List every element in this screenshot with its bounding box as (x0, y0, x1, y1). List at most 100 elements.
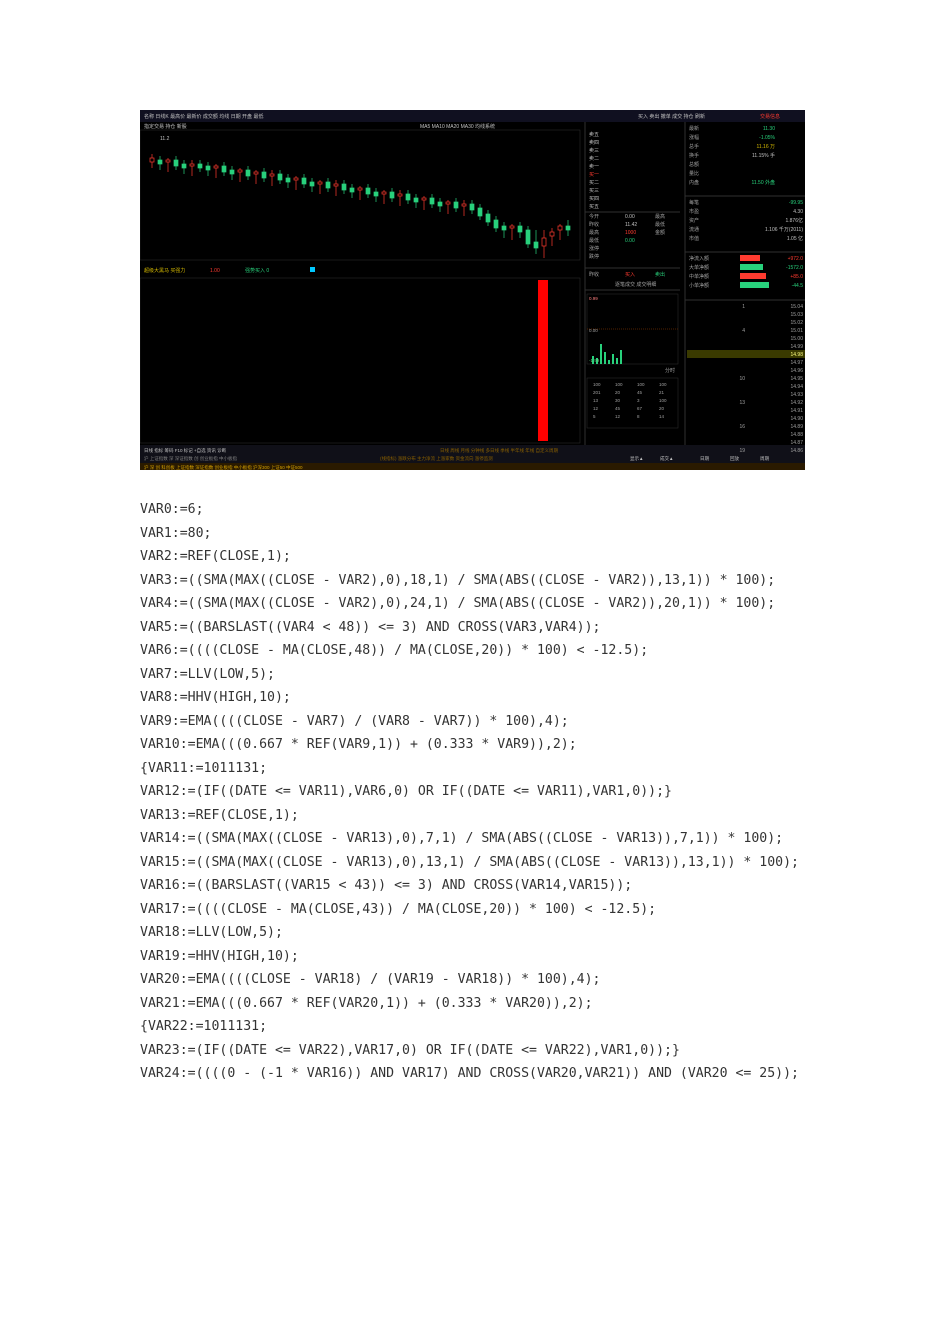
svg-text:1.05 亿: 1.05 亿 (787, 235, 803, 242)
svg-text:最高: 最高 (589, 229, 599, 236)
svg-text:买入 卖出 撤单 成交 持仓 刷新: 买入 卖出 撤单 成交 持仓 刷新 (638, 113, 705, 120)
svg-text:15.01: 15.01 (790, 328, 803, 334)
svg-text:卖五: 卖五 (589, 132, 599, 138)
svg-text:显示▲: 显示▲ (630, 456, 643, 461)
svg-text:14.94: 14.94 (790, 384, 803, 390)
svg-text:11.30: 11.30 (763, 126, 775, 132)
svg-text:1.00: 1.00 (210, 268, 220, 274)
svg-text:涨停: 涨停 (589, 245, 599, 252)
svg-text:市盈: 市盈 (689, 208, 699, 215)
svg-text:12: 12 (615, 414, 621, 419)
svg-text:201: 201 (593, 390, 601, 395)
code-line: VAR7:=LLV(LOW,5); (140, 663, 805, 687)
svg-text:卖二: 卖二 (589, 156, 599, 162)
svg-text:14.98: 14.98 (790, 352, 803, 358)
code-line: VAR17:=((((CLOSE - MA(CLOSE,43)) / MA(CL… (140, 898, 805, 922)
svg-text:每笔: 每笔 (689, 199, 699, 206)
svg-text:中单净额: 中单净额 (689, 273, 709, 280)
code-line: VAR18:=LLV(LOW,5); (140, 921, 805, 945)
code-line: VAR3:=((SMA(MAX((CLOSE - VAR2),0),18,1) … (140, 569, 805, 593)
svg-text:-1572.0: -1572.0 (786, 265, 803, 271)
svg-text:100: 100 (659, 398, 667, 403)
svg-text:0.00: 0.00 (589, 328, 598, 333)
svg-text:最高: 最高 (655, 213, 665, 220)
svg-text:日线 周线 月线 分钟线 多日线 季线 半年线: 日线 周线 月线 分钟线 多日线 季线 半年线 年线 自定义周期 (440, 447, 558, 454)
svg-text:15.04: 15.04 (790, 304, 803, 310)
svg-text:强势买入 0: 强势买入 0 (245, 267, 269, 274)
svg-text:市值: 市值 (689, 235, 699, 242)
svg-text:总手: 总手 (689, 143, 699, 150)
svg-text:买入: 买入 (625, 271, 635, 278)
svg-text:12: 12 (593, 406, 599, 411)
svg-text:14.99: 14.99 (790, 344, 803, 350)
svg-text:14.87: 14.87 (790, 440, 803, 446)
svg-text:最新: 最新 (689, 125, 699, 132)
svg-text:14.91: 14.91 (790, 408, 803, 414)
svg-text:总额: 总额 (689, 161, 699, 168)
svg-text:+85.0: +85.0 (790, 274, 803, 280)
code-line: VAR20:=EMA((((CLOSE - VAR18) / (VAR19 - … (140, 968, 805, 992)
svg-text:指定交易 持仓 新股: 指定交易 持仓 新股 (144, 123, 187, 130)
svg-text:67: 67 (637, 406, 643, 411)
code-line: VAR24:=((((0 - (-1 * VAR16)) AND VAR17) … (140, 1062, 805, 1086)
svg-text:跌停: 跌停 (589, 253, 599, 260)
svg-text:成交▲: 成交▲ (660, 455, 673, 462)
svg-text:4.30: 4.30 (793, 209, 803, 215)
svg-text:4: 4 (742, 328, 745, 334)
code-line: VAR9:=EMA((((CLOSE - VAR7) / (VAR8 - VAR… (140, 710, 805, 734)
svg-text:100: 100 (593, 382, 601, 387)
svg-text:-1.05%: -1.05% (759, 135, 775, 141)
svg-text:卖四: 卖四 (589, 140, 599, 146)
code-line: VAR19:=HHV(HIGH,10); (140, 945, 805, 969)
svg-text:+972.0: +972.0 (788, 256, 804, 262)
code-line: VAR5:=((BARSLAST((VAR4 < 48)) <= 3) AND … (140, 616, 805, 640)
svg-text:买四: 买四 (589, 195, 599, 202)
svg-text:45: 45 (615, 406, 621, 411)
svg-text:-1.99: -1.99 (589, 358, 600, 363)
svg-text:1.106 千万(2011): 1.106 千万(2011) (765, 226, 803, 233)
code-line: VAR8:=HHV(HIGH,10); (140, 686, 805, 710)
svg-text:涨幅: 涨幅 (689, 134, 699, 141)
svg-text:买一: 买一 (589, 171, 599, 178)
svg-text:16: 16 (739, 424, 745, 430)
svg-text:买二: 买二 (589, 179, 599, 186)
svg-text:交易信息: 交易信息 (760, 113, 780, 120)
svg-text:昨收: 昨收 (589, 271, 599, 278)
code-line: VAR4:=((SMA(MAX((CLOSE - VAR2),0),24,1) … (140, 592, 805, 616)
svg-text:14: 14 (659, 414, 665, 419)
svg-text:-99.95: -99.95 (789, 200, 803, 206)
svg-text:14.93: 14.93 (790, 392, 803, 398)
svg-text:14.88: 14.88 (790, 432, 803, 438)
svg-text:19: 19 (739, 448, 745, 454)
svg-text:1000: 1000 (625, 230, 636, 236)
svg-text:净流入额: 净流入额 (689, 255, 709, 262)
svg-text:名称 日线K 最高价 最新价 成交额 均线 日期: 名称 日线K 最高价 最新价 成交额 均线 日期 开盘 最低 (144, 113, 263, 120)
svg-text:15.02: 15.02 (790, 320, 803, 326)
svg-text:21: 21 (659, 390, 665, 395)
code-line: {VAR11:=1011131; (140, 757, 805, 781)
code-line: VAR15:=((SMA(MAX((CLOSE - VAR13),0),13,1… (140, 851, 805, 875)
svg-text:-44.5: -44.5 (792, 283, 804, 289)
svg-text:换手: 换手 (689, 152, 699, 159)
svg-text:最低: 最低 (655, 221, 665, 228)
svg-text:30: 30 (615, 398, 621, 403)
svg-text:买三: 买三 (589, 187, 599, 194)
svg-text:15.03: 15.03 (790, 312, 803, 318)
svg-text:分时: 分时 (665, 367, 675, 374)
svg-text:今开: 今开 (589, 213, 599, 220)
svg-text:0.99: 0.99 (589, 296, 598, 301)
code-line: VAR21:=EMA(((0.667 * REF(VAR20,1)) + (0.… (140, 992, 805, 1016)
svg-text:11.2: 11.2 (160, 136, 170, 142)
svg-text:20: 20 (615, 390, 621, 395)
svg-text:逐笔成交 成交明细: 逐笔成交 成交明细 (615, 281, 656, 288)
chart-svg: 名称 日线K 最高价 最新价 成交额 均线 日期 开盘 最低 买入 卖出 撤单 成… (140, 110, 805, 470)
svg-text:100: 100 (659, 382, 667, 387)
code-line: VAR16:=((BARSLAST((VAR15 < 43)) <= 3) AN… (140, 874, 805, 898)
code-line: VAR0:=6; (140, 498, 805, 522)
svg-text:11.50 外盘: 11.50 外盘 (751, 179, 775, 186)
svg-text:10: 10 (739, 376, 745, 382)
svg-text:卖三: 卖三 (589, 148, 599, 154)
code-line: VAR2:=REF(CLOSE,1); (140, 545, 805, 569)
svg-text:15.00: 15.00 (790, 336, 803, 342)
svg-text:沪 深 创 科创板 上证指数 深证指数 创业板指 中小板指: 沪 深 创 科创板 上证指数 深证指数 创业板指 中小板指 沪深300 上证50… (144, 464, 303, 470)
